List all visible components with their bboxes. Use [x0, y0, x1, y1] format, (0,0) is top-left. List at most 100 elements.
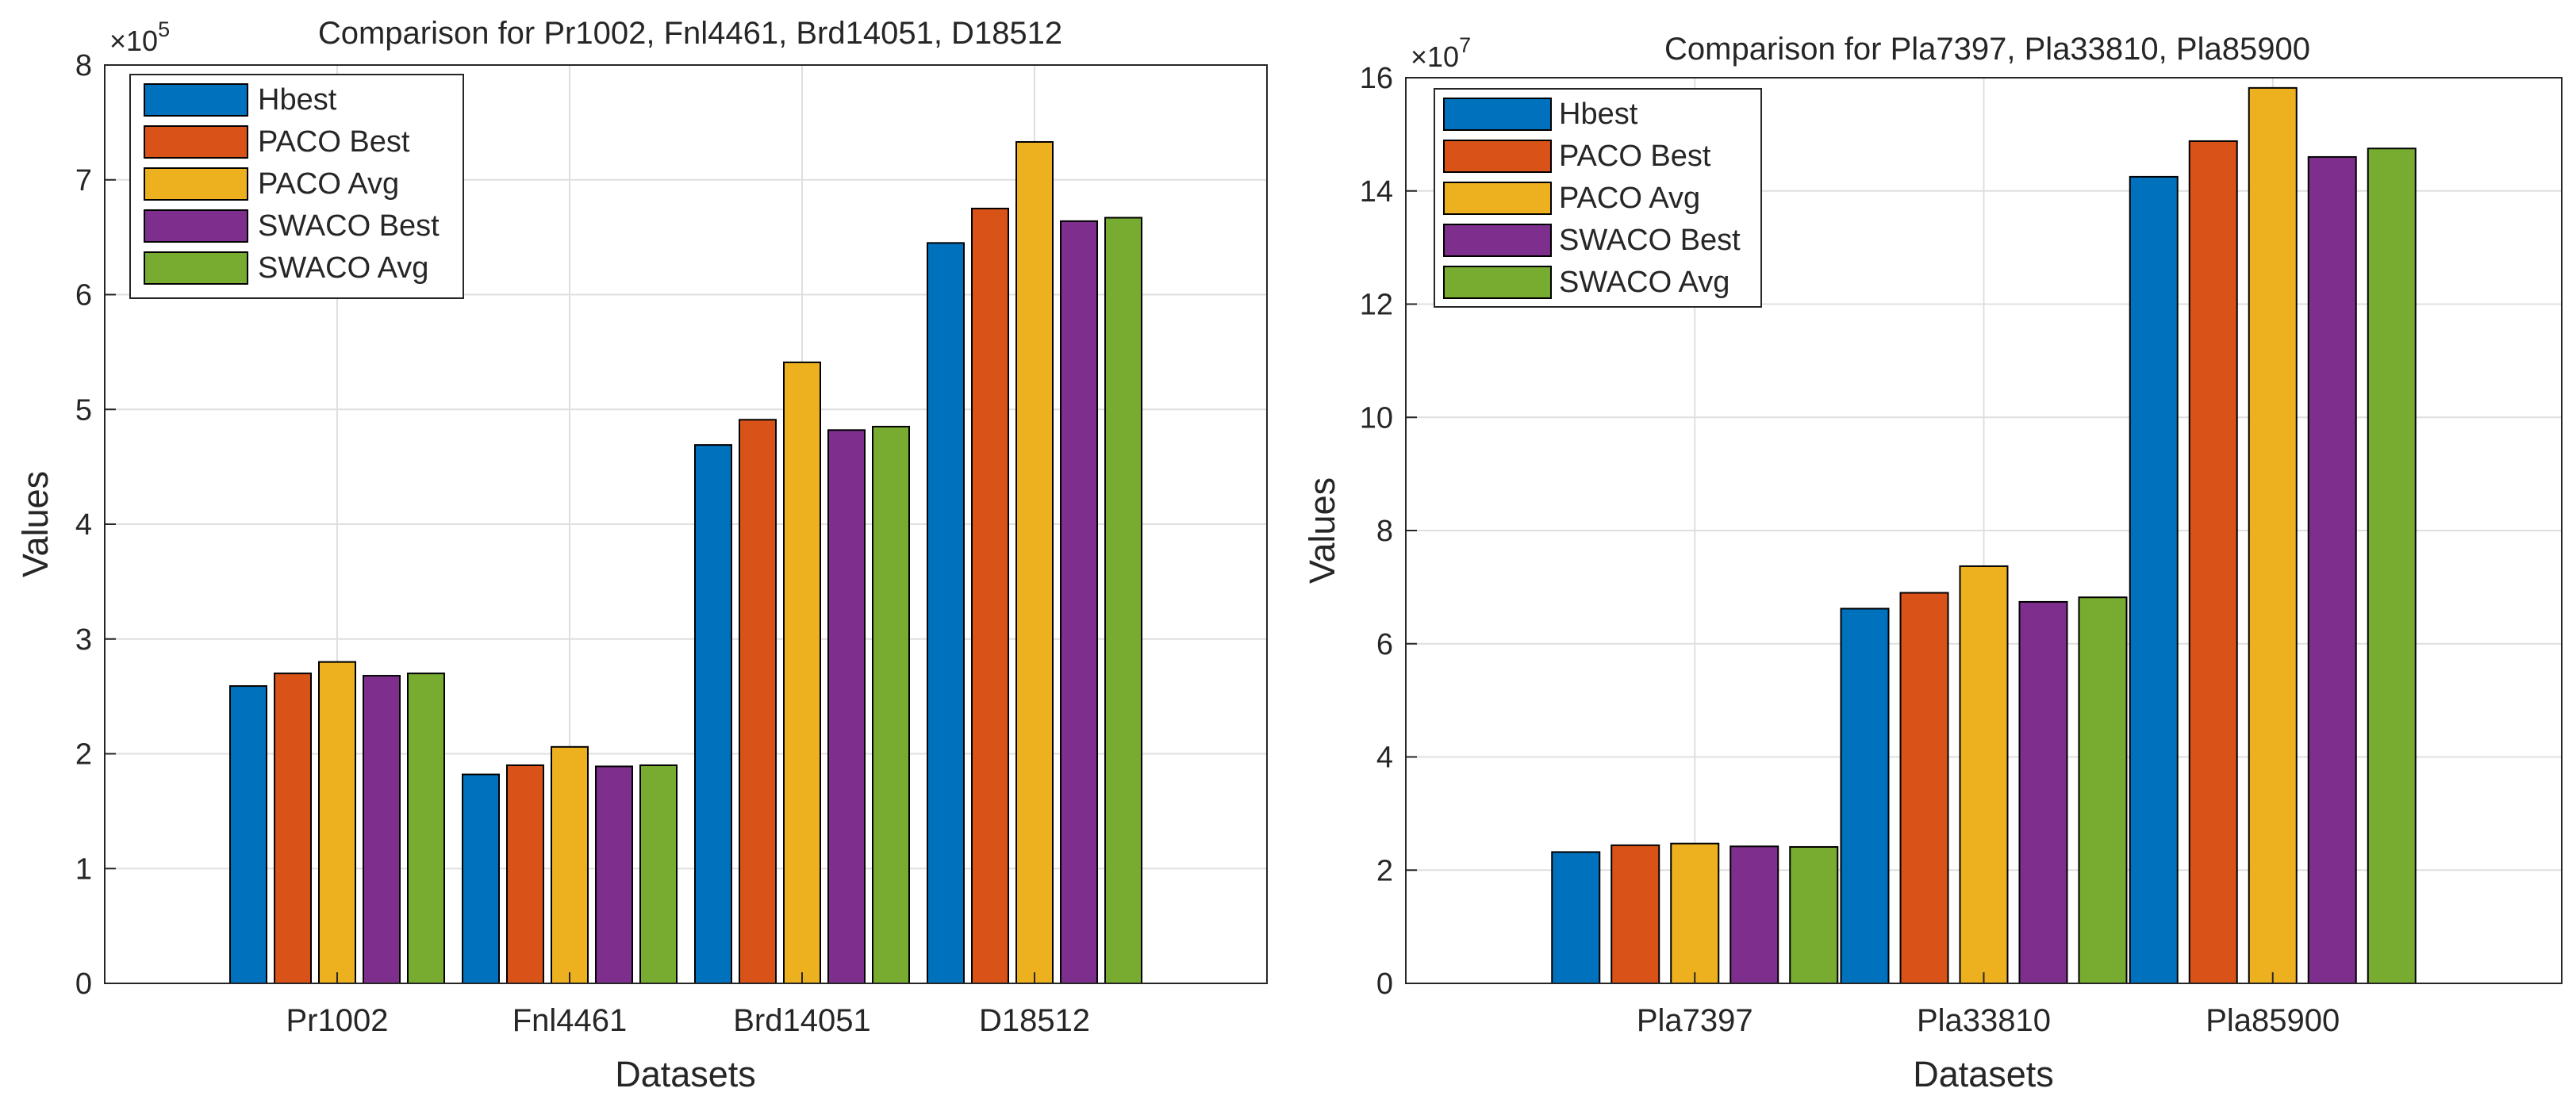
bar	[2307, 155, 2357, 984]
y-tick-label: 0	[75, 967, 92, 1001]
bar	[2078, 596, 2128, 984]
y-tick-label: 12	[1360, 289, 1393, 322]
legend-label: PACO Avg	[258, 167, 399, 201]
multiplier-exponent: 7	[1459, 33, 1471, 57]
chart-right: Comparison for Pla7397, Pla33810, Pla859…	[1302, 32, 2563, 1094]
y-tick-label: 10	[1360, 401, 1393, 435]
bar	[2367, 148, 2417, 984]
bar	[229, 685, 267, 984]
bar	[1670, 842, 1720, 984]
bar	[274, 672, 312, 984]
bar	[551, 745, 589, 984]
bar	[827, 429, 866, 984]
bar	[2018, 600, 2068, 984]
y-tick-label: 4	[75, 508, 92, 542]
multiplier-exponent: 5	[158, 17, 170, 41]
bars	[229, 140, 1142, 984]
bar	[639, 764, 678, 984]
legend-label: Hbest	[258, 83, 337, 117]
legend: Hbest PACO Best PACO Avg SWACO Best SWACO Av…	[1434, 88, 1762, 308]
legend-swatch	[144, 167, 248, 201]
x-tick-label: Pr1002	[286, 1003, 389, 1038]
bar	[1551, 851, 1601, 985]
bar	[363, 675, 401, 984]
legend-label: Hbest	[1559, 98, 1638, 131]
legend-label: SWACO Best	[258, 209, 440, 243]
bar	[595, 765, 633, 984]
legend-swatch	[1443, 266, 1552, 299]
bar	[1104, 216, 1142, 984]
legend-swatch	[1443, 98, 1552, 131]
y-axis-multiplier: ×107	[1411, 33, 1471, 73]
legend-swatch	[1443, 182, 1552, 215]
y-axis-multiplier: ×105	[109, 17, 170, 57]
legend-entries: Hbest PACO Best PACO Avg SWACO Best SWACO Av…	[1443, 98, 1741, 299]
axis-ticks: 0 2 4 6 8 10 12 14 16 Pla7397 Pla33810 Pla85900	[1360, 62, 2340, 1038]
legend-swatch	[144, 251, 248, 285]
bar	[1899, 592, 1949, 984]
bar	[1789, 845, 1839, 984]
y-tick-label: 6	[1376, 628, 1393, 661]
y-tick-label: 14	[1360, 175, 1393, 209]
legend-label: SWACO Avg	[258, 251, 428, 285]
y-tick-label: 7	[75, 164, 92, 197]
x-axis-label: Datasets	[1913, 1054, 2054, 1094]
bar	[2188, 140, 2238, 985]
y-tick-label: 5	[75, 393, 92, 427]
legend-label: SWACO Avg	[1559, 266, 1729, 299]
bar	[2248, 86, 2298, 984]
legend-swatch	[144, 125, 248, 159]
legend-swatch	[144, 83, 248, 117]
bar	[462, 773, 500, 984]
bar	[927, 242, 965, 984]
y-tick-label: 2	[1376, 854, 1393, 887]
bar	[2129, 175, 2179, 984]
bar	[318, 661, 356, 984]
bar	[407, 672, 445, 984]
multiplier-base: ×10	[109, 25, 158, 57]
y-axis-label: Values	[15, 471, 56, 577]
y-axis-label: Values	[1302, 477, 1342, 584]
legend-label: PACO Avg	[1559, 182, 1700, 215]
y-tick-label: 3	[75, 623, 92, 657]
multiplier-base: ×10	[1411, 40, 1459, 73]
bar	[1840, 607, 1890, 984]
bar	[506, 764, 544, 984]
bars	[1551, 86, 2417, 985]
x-tick-label: Pla33810	[1917, 1003, 2051, 1038]
bar	[872, 425, 910, 984]
bar	[694, 444, 732, 984]
bar	[971, 207, 1009, 984]
chart-title: Comparison for Pla7397, Pla33810, Pla859…	[1664, 32, 2310, 67]
bar	[739, 419, 777, 984]
x-tick-label: D18512	[979, 1003, 1090, 1038]
y-tick-label: 8	[75, 49, 92, 82]
x-tick-label: Fnl4461	[513, 1003, 628, 1038]
legend-entries: Hbest PACO Best PACO Avg SWACO Best SWACO Av…	[144, 83, 440, 285]
chart-left: Comparison for Pr1002, Fnl4461, Brd14051…	[15, 16, 1268, 1094]
x-tick-label: Brd14051	[733, 1003, 870, 1038]
y-tick-label: 0	[1376, 967, 1393, 1001]
chart-title: Comparison for Pr1002, Fnl4461, Brd14051…	[318, 16, 1062, 51]
bar	[1060, 220, 1098, 984]
y-tick-label: 8	[1376, 515, 1393, 548]
legend-swatch	[1443, 140, 1552, 173]
legend-label: SWACO Best	[1559, 224, 1741, 257]
y-tick-label: 1	[75, 853, 92, 886]
bar	[1015, 140, 1054, 984]
bar	[1959, 565, 2009, 984]
legend: Hbest PACO Best PACO Avg SWACO Best SWACO Av…	[129, 74, 464, 299]
legend-swatch	[144, 209, 248, 243]
legend-label: PACO Best	[258, 125, 410, 159]
bar	[1610, 844, 1660, 984]
y-tick-label: 2	[75, 738, 92, 772]
x-tick-label: Pla7397	[1637, 1003, 1753, 1038]
x-axis-label: Datasets	[615, 1054, 756, 1094]
y-tick-label: 4	[1376, 741, 1393, 775]
x-tick-label: Pla85900	[2206, 1003, 2340, 1038]
legend-label: PACO Best	[1559, 140, 1711, 173]
bar	[1729, 845, 1779, 984]
y-tick-label: 6	[75, 279, 92, 312]
bar	[783, 361, 821, 984]
